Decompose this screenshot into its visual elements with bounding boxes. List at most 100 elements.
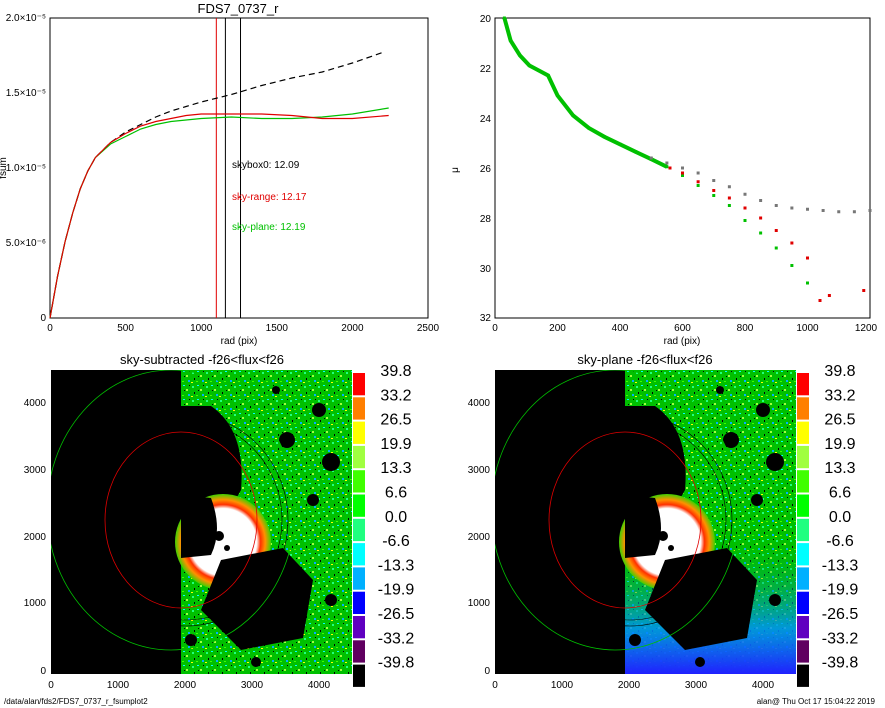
- mu-point: [587, 126, 591, 130]
- y-tick-label: 1000: [24, 598, 47, 609]
- y-tick-label: 0: [484, 666, 490, 677]
- image-y-ticks: 0 1000 2000 3000 4000: [468, 398, 491, 677]
- colorbar: 39.8 33.2 26.5 19.9 13.3 6.6 0.0 -6.6 -13.3 -19.9…: [353, 363, 414, 687]
- colorbar-label: 26.5: [824, 412, 855, 429]
- x-tick-label: 400: [612, 323, 629, 334]
- x-tick-label: 4000: [752, 680, 775, 691]
- colorbar-label: 19.9: [824, 436, 855, 453]
- mu-point: [502, 16, 506, 20]
- colorbar-swatch: [353, 591, 365, 614]
- mu-point: [743, 192, 747, 196]
- sky-plane-image-panel: sky-plane -f26<flux<f26 0: [468, 352, 859, 691]
- mu-point: [774, 229, 778, 232]
- colorbar-label: 33.2: [824, 387, 855, 404]
- colorbar: 39.8 33.2 26.5 19.9 13.3 6.6 0.0 -6.6 -13.3 -19.9…: [797, 363, 858, 687]
- colorbar-label: 33.2: [380, 387, 411, 404]
- y-tick-label: 2000: [468, 532, 491, 543]
- x-tick-label: 500: [117, 323, 134, 334]
- y-tick-label: 28: [480, 214, 492, 225]
- x-tick-label: 200: [549, 323, 566, 334]
- mu-point: [852, 210, 856, 214]
- fsum-series: [49, 51, 389, 319]
- footer-path: /data/alan/fds2/FDS7_0737_r_fsumplot2: [4, 697, 148, 706]
- x-tick-label: 600: [674, 323, 691, 334]
- y-tick-label: 32: [480, 313, 492, 324]
- x-tick-label: 1000: [551, 680, 574, 691]
- x-tick-label: 0: [492, 323, 498, 334]
- x-tick-label: 3000: [685, 680, 708, 691]
- colorbar-swatch: [353, 494, 365, 517]
- y-tick-label: 24: [480, 114, 492, 125]
- mu-point: [759, 199, 763, 202]
- x-tick-label: 1200: [855, 323, 878, 334]
- mu-point: [668, 166, 672, 170]
- colorbar-label: -13.3: [378, 557, 415, 574]
- mu-point: [634, 150, 638, 154]
- image-x-ticks: 0 1000 2000 3000 4000: [492, 680, 774, 691]
- colorbar-label: -33.2: [822, 630, 859, 647]
- y-tick-label: 1.5×10⁻⁵: [6, 88, 46, 99]
- sky-plane-image: [495, 370, 796, 674]
- colorbar-label: 39.8: [824, 363, 855, 380]
- mu-point: [759, 231, 763, 235]
- mu-point: [759, 216, 763, 220]
- mu-point: [827, 294, 831, 297]
- y-tick-label: 3000: [468, 465, 491, 476]
- mu-point: [618, 142, 622, 146]
- colorbar-swatch: [353, 543, 365, 566]
- y-tick-label: 20: [480, 14, 492, 25]
- mu-y-ticks: 20 22 24 26 28 30 32: [480, 14, 492, 324]
- mu-point: [727, 196, 731, 200]
- colorbar-swatch: [353, 640, 365, 663]
- x-tick-label: 0: [48, 680, 54, 691]
- mu-point: [774, 246, 778, 250]
- mu-point: [509, 39, 513, 42]
- colorbar-label: -39.8: [378, 655, 415, 672]
- mu-point: [665, 165, 669, 169]
- colorbar-label: -33.2: [378, 630, 415, 647]
- fsum-title: FDS7_0737_r: [198, 1, 280, 16]
- mu-point: [806, 281, 809, 285]
- image-x-ticks: 0 1000 2000 3000 4000: [48, 680, 330, 691]
- colorbar-swatch: [353, 397, 365, 420]
- colorbar-swatch: [797, 640, 809, 663]
- sky-subtracted-image: [51, 370, 352, 674]
- x-tick-label: 2500: [417, 323, 440, 334]
- colorbar-swatch: [353, 373, 365, 396]
- colorbar-swatch: [797, 591, 809, 614]
- fsum-x-label: rad (pix): [221, 336, 258, 347]
- mu-point: [537, 69, 541, 72]
- mu-point: [727, 185, 731, 189]
- fsum-x-ticks: 0 500 1000 1500 2000 2500: [47, 323, 439, 334]
- colorbar-swatch: [353, 470, 365, 493]
- mu-point: [681, 166, 684, 170]
- mu-point: [696, 184, 700, 187]
- colorbar-label: 6.6: [829, 485, 851, 502]
- x-tick-label: 1500: [266, 323, 289, 334]
- colorbar-label: 13.3: [824, 460, 855, 477]
- colorbar-label: 0.0: [829, 509, 851, 526]
- mu-y-label: μ: [450, 167, 461, 173]
- colorbar-swatch: [797, 543, 809, 566]
- x-tick-label: 800: [737, 323, 754, 334]
- mu-point: [546, 74, 550, 77]
- mu-point: [571, 114, 575, 117]
- fsum-frame: [49, 17, 429, 319]
- y-tick-label: 4000: [24, 398, 47, 409]
- colorbar-label: 6.6: [385, 485, 407, 502]
- colorbar-label: 0.0: [385, 509, 407, 526]
- image-y-ticks: 0 1000 2000 3000 4000: [24, 398, 47, 677]
- mu-point: [790, 206, 794, 210]
- mu-point: [696, 180, 700, 184]
- colorbar-label: 19.9: [380, 436, 411, 453]
- mu-point: [790, 241, 794, 245]
- mu-point: [818, 299, 822, 302]
- mu-point: [602, 135, 606, 139]
- mu-point: [790, 264, 794, 267]
- mu-point: [868, 209, 872, 212]
- mu-frame: [494, 17, 871, 319]
- colorbar-swatch: [797, 373, 809, 396]
- colorbar-label: -13.3: [822, 557, 859, 574]
- mu-series: [502, 16, 872, 302]
